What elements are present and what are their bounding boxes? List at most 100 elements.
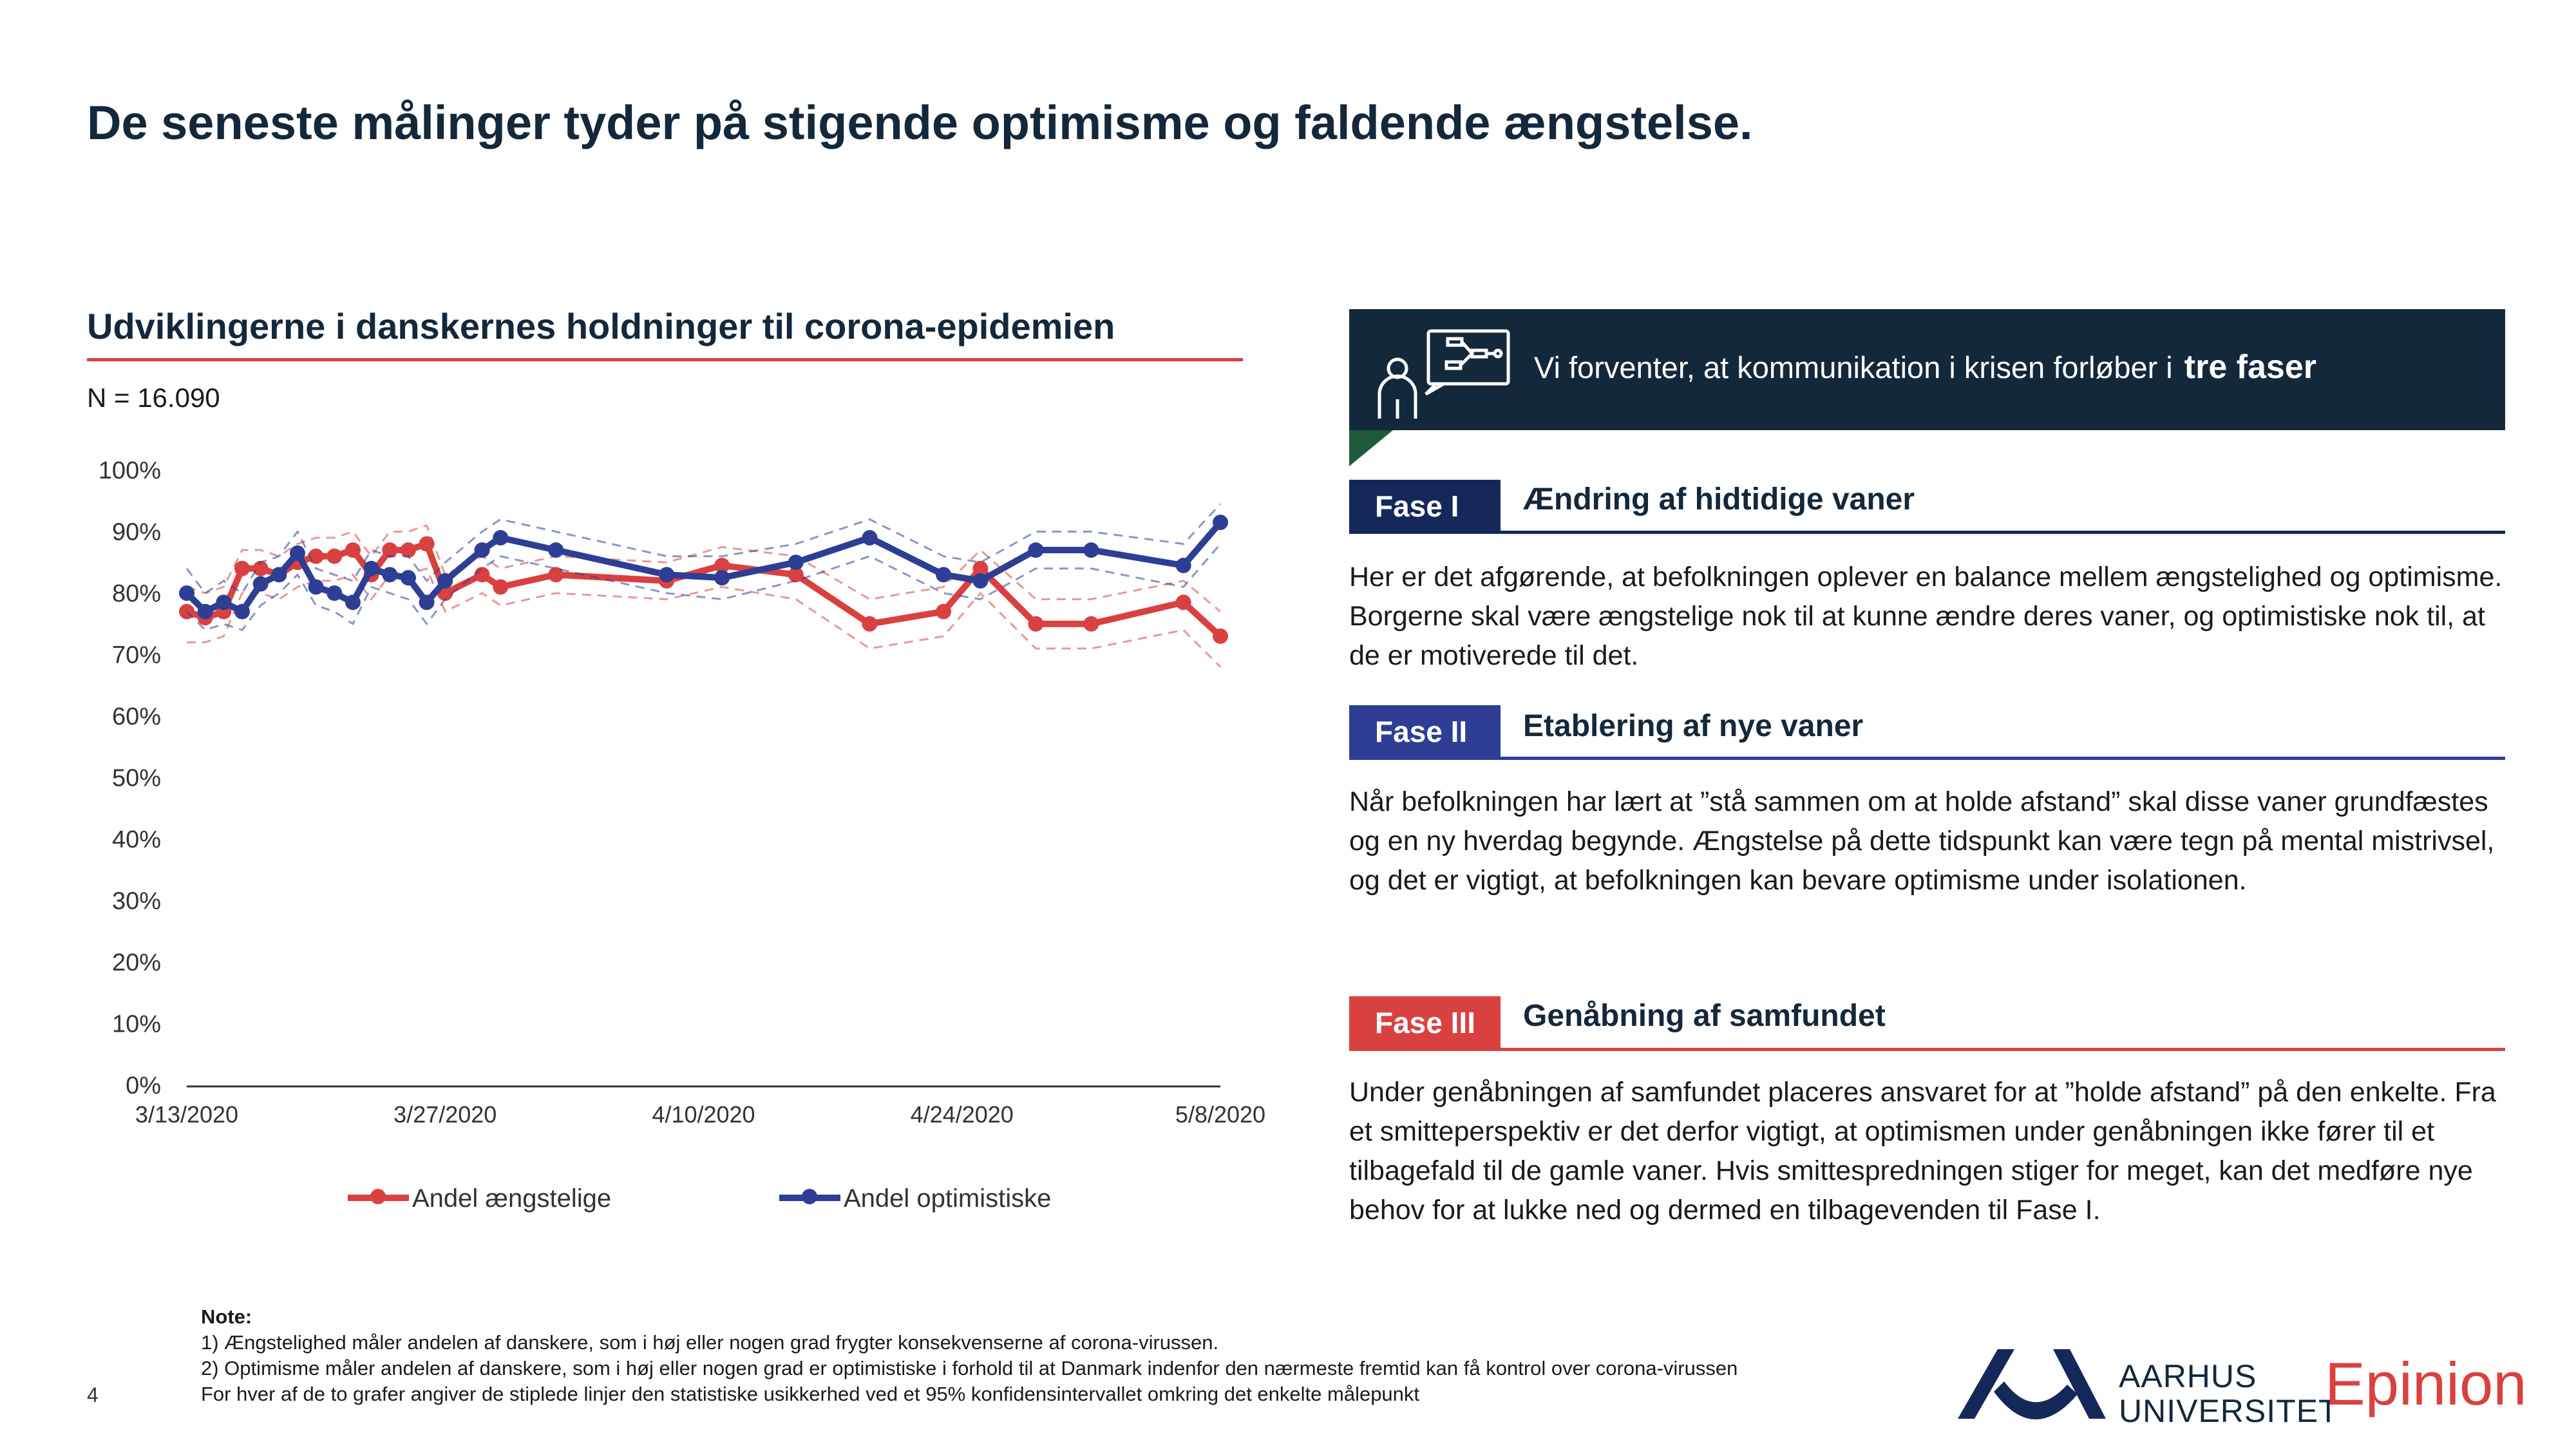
data-point — [363, 560, 379, 576]
data-point — [382, 542, 398, 558]
data-point — [862, 530, 878, 546]
data-point — [1213, 628, 1228, 644]
phase-banner — [1349, 309, 2505, 430]
x-tick-label: 3/13/2020 — [135, 1101, 238, 1128]
data-point — [1083, 616, 1099, 632]
x-axis: 3/13/2020 3/27/2020 4/10/2020 4/24/2020 5/8/… — [135, 1085, 1265, 1128]
data-point — [493, 530, 509, 546]
data-point — [862, 616, 878, 632]
universitet-line: UNIVERSITET — [2119, 1393, 2339, 1429]
data-point — [345, 594, 361, 611]
phase-2-divider — [1349, 757, 2505, 760]
series-line — [184, 520, 1223, 615]
banner-emphasis: tre faser — [2184, 348, 2316, 386]
data-point — [419, 594, 435, 611]
page-number: 4 — [87, 1383, 99, 1406]
data-point — [1213, 515, 1228, 531]
legend-marker — [802, 1189, 817, 1204]
epinion-logo: Epinion — [2325, 1350, 2527, 1417]
ci-lower-line — [187, 567, 1222, 668]
data-point — [548, 542, 564, 558]
y-tick-label: 100% — [99, 457, 161, 484]
data-point — [234, 560, 250, 576]
footnotes: Note: 1) Ængstelighed måler andelen af d… — [201, 1304, 1738, 1407]
y-tick-label: 50% — [112, 765, 161, 792]
phase-3-body: Under genåbningen af samfundet placeres … — [1349, 1077, 2496, 1226]
y-tick-label: 10% — [112, 1011, 161, 1038]
y-tick-label: 80% — [112, 580, 161, 607]
data-point — [271, 567, 287, 583]
note-line: For hver af de to grafer angiver de stip… — [201, 1383, 1420, 1405]
data-point — [216, 594, 232, 611]
chart-legend: Andel ængstelige Andel optimistiske — [348, 1184, 1051, 1213]
banner-text-main: Vi forventer, at kommunikation i krisen … — [1534, 350, 2173, 384]
data-point — [788, 554, 804, 571]
data-point — [548, 567, 564, 583]
y-tick-label: 30% — [112, 888, 161, 915]
phase-1-tag: Fase I — [1349, 480, 1501, 533]
y-tick-label: 90% — [112, 519, 161, 546]
banner-tail — [1349, 430, 1393, 466]
data-point — [972, 573, 989, 589]
data-point — [1175, 558, 1191, 574]
data-point — [474, 542, 490, 558]
series-line — [185, 540, 1223, 639]
legend-marker — [370, 1189, 386, 1204]
ci-upper-line — [185, 503, 1222, 595]
data-point — [1175, 594, 1191, 611]
data-point — [400, 542, 416, 558]
note-line: 1) Ængstelighed måler andelen af dansker… — [201, 1331, 1219, 1354]
data-point — [327, 548, 343, 564]
data-point — [252, 560, 269, 576]
data-point — [252, 576, 269, 592]
data-point — [714, 570, 730, 586]
y-tick-label: 70% — [112, 642, 161, 669]
data-point — [308, 579, 324, 595]
legend-label: Andel optimistiske — [844, 1184, 1051, 1213]
ci-lower-line — [185, 543, 1222, 632]
sample-size: N = 16.090 — [87, 383, 220, 413]
data-point — [936, 567, 952, 583]
chart-title: Udviklingerne i danskernes holdninger ti… — [87, 306, 1115, 346]
phase-1-body: Her er det afgørende, at befolkningen op… — [1349, 562, 2503, 671]
data-point — [474, 567, 490, 583]
legend-label: Andel ængstelige — [412, 1184, 611, 1213]
data-point — [234, 603, 250, 620]
presentation-person-icon — [1378, 329, 1510, 419]
x-tick-label: 5/8/2020 — [1175, 1101, 1265, 1128]
note-line: 2) Optimisme måler andelen af danskere, … — [201, 1357, 1738, 1379]
aarhus-university-wordmark: AARHUS UNIVERSITET — [2119, 1359, 2339, 1428]
data-point — [197, 603, 213, 620]
phase-2-heading: Etablering af nye vaner — [1523, 709, 1864, 743]
y-tick-label: 40% — [112, 826, 161, 853]
y-tick-label: 60% — [112, 703, 161, 730]
data-point — [972, 560, 989, 576]
data-point — [345, 542, 361, 558]
data-point — [493, 579, 509, 595]
aarhus-line: AARHUS — [2119, 1358, 2257, 1394]
phase-2-tag: Fase II — [1349, 705, 1501, 758]
y-tick-label: 0% — [126, 1072, 161, 1099]
x-tick-label: 4/10/2020 — [652, 1101, 755, 1128]
series-layer — [179, 503, 1228, 668]
chart-title-divider — [87, 358, 1243, 361]
data-point — [382, 567, 398, 583]
data-point — [659, 567, 675, 583]
data-point — [1028, 542, 1044, 558]
phase-2-body: Når befolkningen har lært at ”stå sammen… — [1349, 786, 2495, 896]
data-point — [936, 603, 952, 620]
data-point — [179, 585, 194, 601]
data-point — [327, 585, 343, 601]
data-point — [788, 567, 804, 583]
data-point — [1083, 542, 1099, 558]
y-axis: 100% 90% 80% 70% 60% 50% 40% 30% 20% 10% 0% — [99, 457, 161, 1099]
note-heading: Note: — [201, 1305, 252, 1328]
phase-3-tag: Fase III — [1349, 996, 1501, 1049]
x-tick-label: 4/24/2020 — [911, 1101, 1014, 1128]
data-point — [714, 558, 730, 574]
data-point — [400, 570, 416, 586]
banner-text: Vi forventer, at kommunikation i krisen … — [1534, 348, 2316, 386]
phase-3-divider — [1349, 1048, 2505, 1051]
y-tick-label: 20% — [112, 949, 161, 976]
ci-upper-line — [186, 524, 1221, 612]
